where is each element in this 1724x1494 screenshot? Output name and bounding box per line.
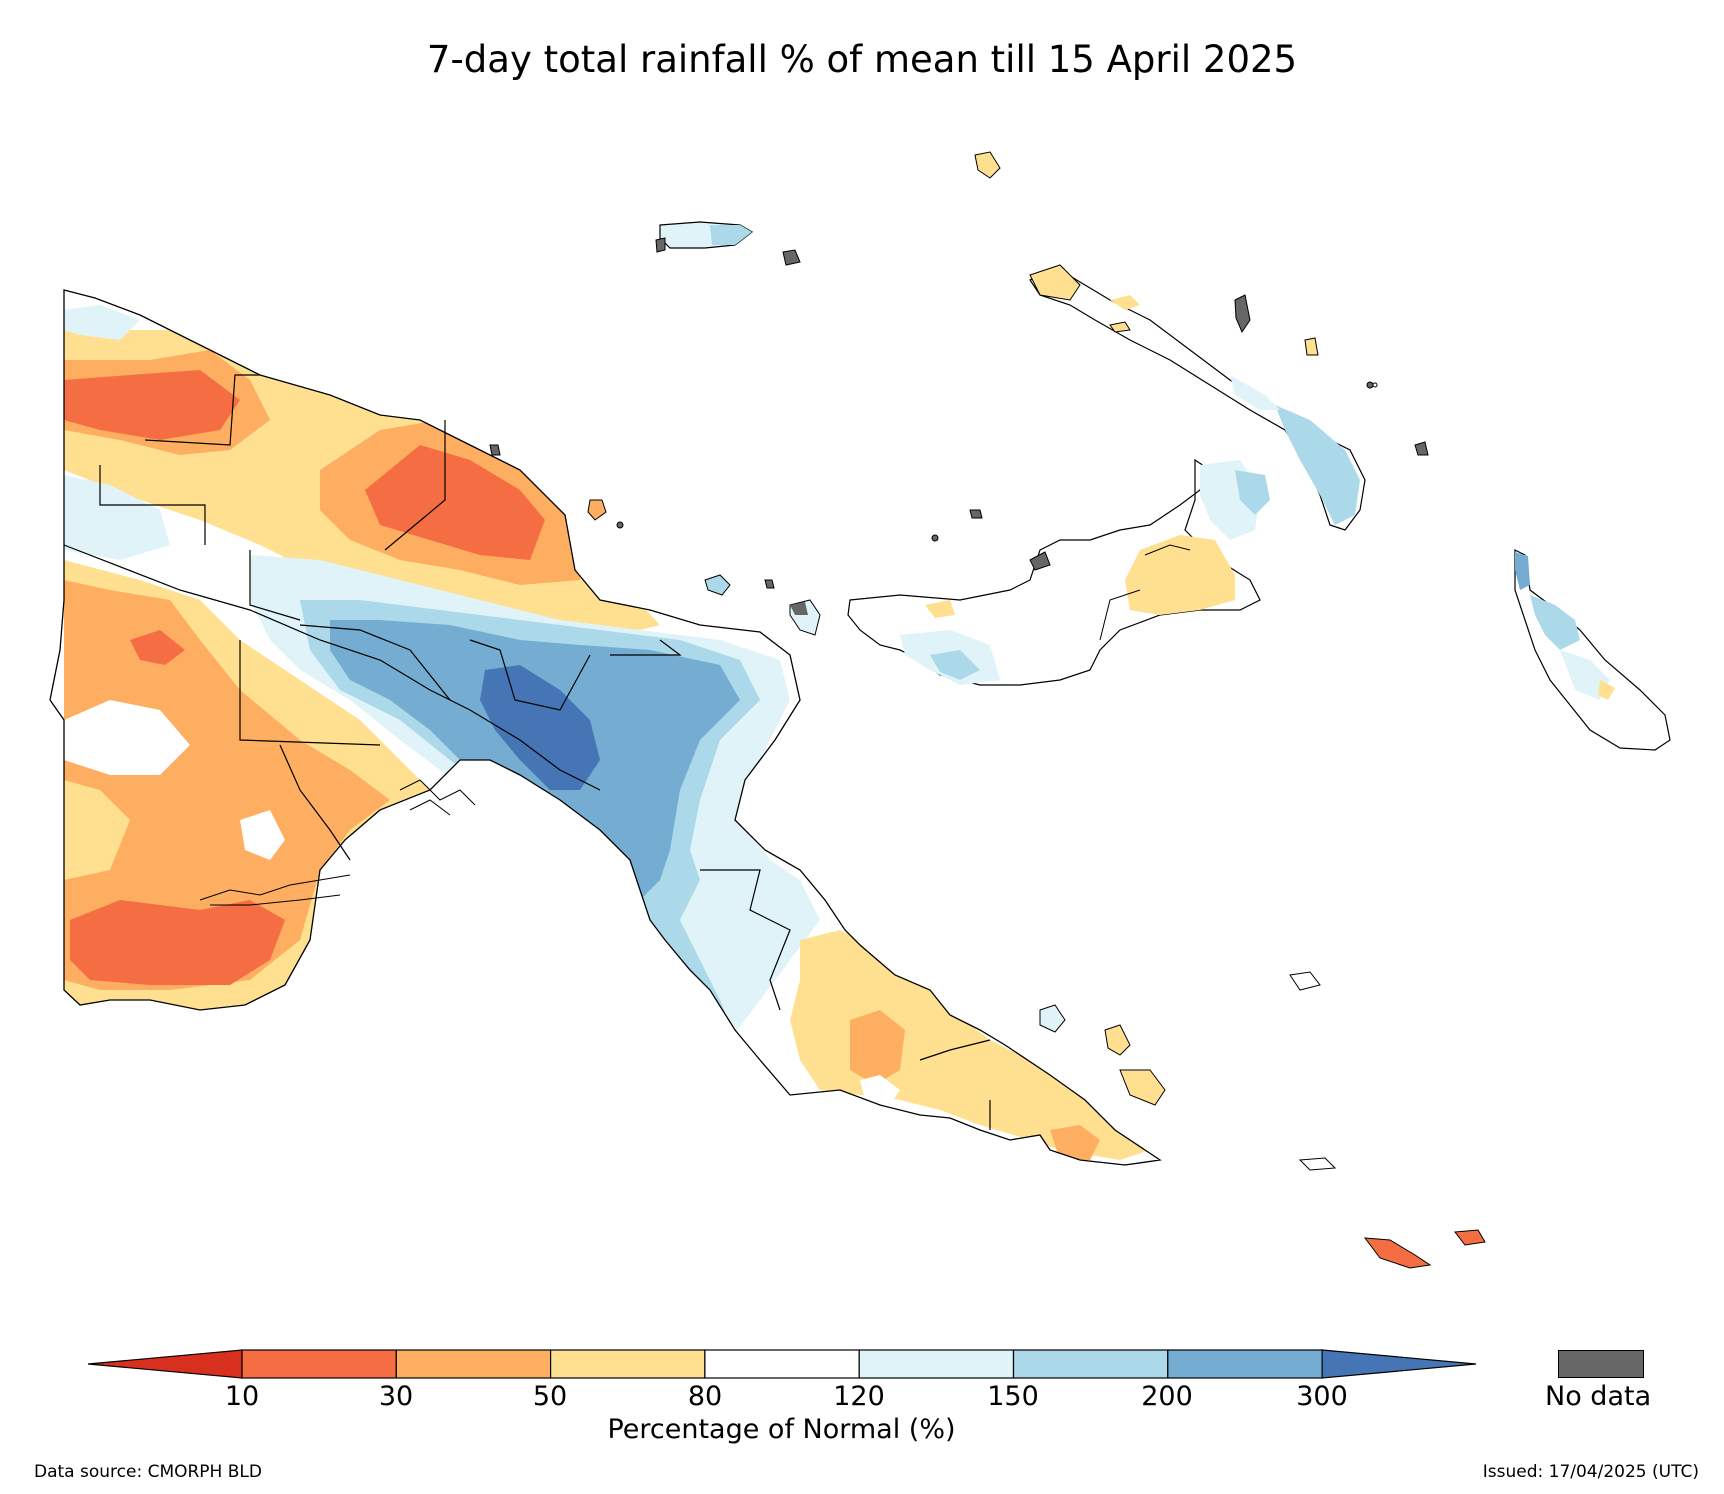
colorbar-bin-2: [395, 1349, 552, 1379]
nodata-small-3: [969, 509, 983, 519]
new-britain: [847, 458, 1270, 686]
contour-80pct-ni-tip: [1110, 295, 1140, 310]
contour-120pct-west: [64, 475, 170, 560]
contour-150pct-new-ireland: [1275, 405, 1360, 525]
long-island: [704, 574, 731, 596]
coastal-details: [199, 779, 476, 906]
colorbar-tick-200: 200: [1141, 1381, 1193, 1412]
colorbar-tick-80: 80: [687, 1381, 723, 1412]
contour-80pct-sw-inner: [64, 700, 190, 775]
colorbar-bin-3: [549, 1349, 706, 1379]
colorbar-bin-1: [241, 1349, 397, 1379]
contour-150pct-bougainville: [1530, 595, 1580, 650]
contour-80pct-se-white: [860, 1075, 900, 1105]
nodata-label: No data: [1545, 1381, 1652, 1412]
karkar-island: [587, 499, 607, 521]
mussau-island: [974, 151, 1001, 179]
colorbar-bin-4: [704, 1349, 860, 1379]
nodata-small-1: [1414, 441, 1429, 456]
contour-80pct-ni-small: [1109, 321, 1131, 333]
mainland-png: [49, 289, 1162, 1166]
contour-120pct-bougainville: [1560, 650, 1610, 700]
contour-30pct-east: [365, 445, 545, 560]
nodata-lihir: [1234, 294, 1251, 334]
nodata-small-2: [489, 444, 501, 456]
colorbar-bin-8: [1321, 1349, 1477, 1379]
nodata-small-4: [764, 579, 775, 589]
colorbar-tick-300: 300: [1296, 1381, 1348, 1412]
contour-30pct-sw-spot: [130, 630, 185, 665]
contour-150pct-nb-west: [930, 650, 980, 680]
manus-island: [655, 221, 801, 266]
issued-date: Issued: 17/04/2025 (UTC): [1482, 1462, 1699, 1482]
colorbar-tick-120: 120: [833, 1381, 885, 1412]
tabar-island: [1304, 337, 1319, 356]
map-title: 7-day total rainfall % of mean till 15 A…: [426, 38, 1298, 81]
small-islands: [489, 151, 1429, 636]
contour-120pct-new-ireland: [1230, 375, 1280, 410]
contour-30pct-south: [70, 900, 285, 985]
data-source: Data source: CMORPH BLD: [34, 1462, 262, 1482]
contour-50pct-se: [850, 1010, 905, 1085]
contour-50pct-se-tip: [1050, 1125, 1100, 1160]
colorbar-tick-10: 10: [224, 1381, 260, 1412]
nodata-nb-patch: [1029, 551, 1051, 571]
contour-200pct-bougainville: [1515, 552, 1530, 590]
contour-80pct-new-hanover: [1029, 264, 1081, 301]
contour-80pct-nb-west: [925, 600, 955, 618]
contour-300pct-central: [480, 665, 600, 790]
colorbar-tick-50: 50: [532, 1381, 568, 1412]
contour-150pct-nb-east: [1235, 470, 1270, 515]
new-ireland: [1029, 264, 1366, 531]
bougainville-outline: [1514, 549, 1671, 751]
colorbar: [87, 1349, 1477, 1379]
contour-80pct-bougainville: [1598, 680, 1615, 700]
colorbar-bin-5: [858, 1349, 1015, 1379]
contour-50pct-sw: [64, 580, 390, 990]
colorbar-tick-150: 150: [987, 1381, 1039, 1412]
contour-120pct-nw: [64, 305, 140, 340]
colorbar-label: Percentage of Normal (%): [607, 1414, 956, 1445]
colorbar-bin-0: [87, 1349, 243, 1379]
province-boundaries: [63, 374, 991, 1130]
contour-80pct-nb-east: [1125, 535, 1235, 615]
colorbar-tick-30: 30: [378, 1381, 414, 1412]
contour-30pct-north: [64, 370, 240, 440]
colorbar-bin-7: [1167, 1349, 1323, 1379]
contour-80pct-sw-inner-2: [240, 810, 285, 860]
colorbar-bin-6: [1012, 1349, 1169, 1379]
nodata-swatch: [1558, 1350, 1644, 1378]
milne-bay-islands: [1039, 971, 1486, 1269]
bougainville: [1514, 549, 1671, 751]
